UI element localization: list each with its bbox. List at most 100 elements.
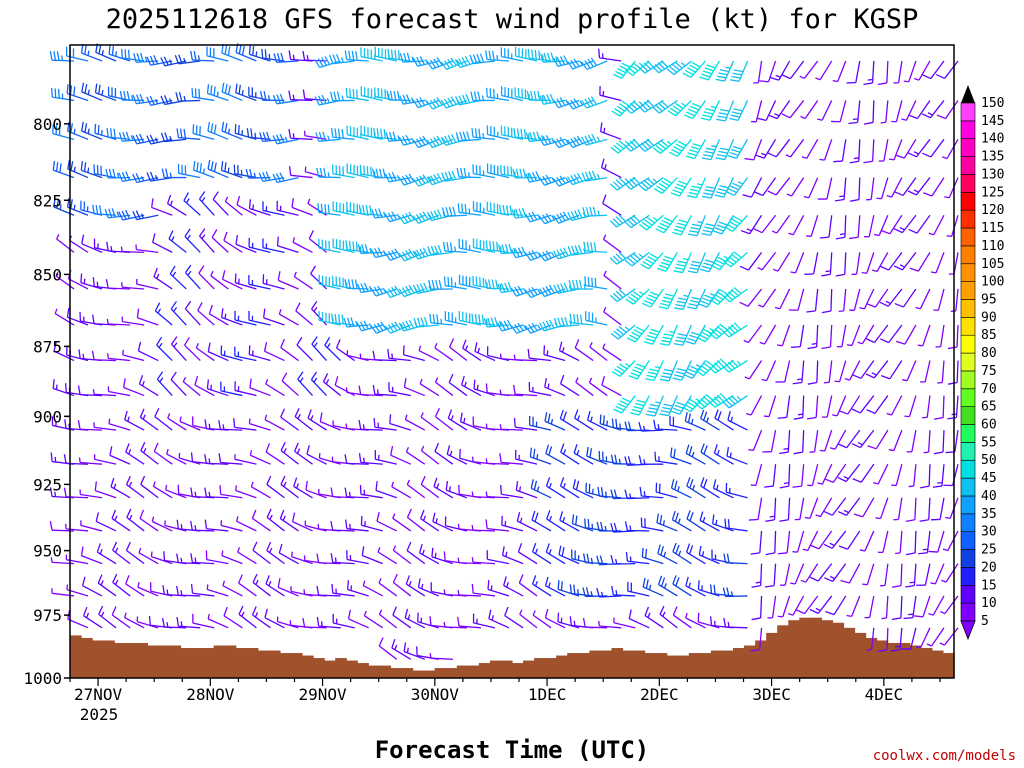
wind-barb [220,381,243,397]
wind-barb [517,543,538,565]
colorbar-label: 70 [981,382,997,397]
wind-barb [132,173,159,184]
wind-barb [179,416,201,431]
wind-barb [799,60,819,80]
colorbar-label: 25 [981,543,997,558]
wind-barb [862,563,875,586]
wind-barb [630,395,650,416]
wind-barb [162,585,187,597]
terrain-column [545,658,557,678]
wind-barb [457,557,481,565]
terrain-column [500,660,513,678]
wind-barb [513,128,538,140]
wind-barb [346,125,369,140]
wind-barb [291,551,313,565]
terrain-column [368,665,380,678]
wind-barb [599,414,622,431]
wind-barb [916,563,931,586]
wind-barb [331,313,355,326]
terrain-column [456,665,469,678]
wind-barb [936,100,959,120]
wind-barb [712,214,735,235]
wind-barb [471,313,496,326]
wind-barb [362,580,384,597]
wind-barb [721,359,748,373]
terrain-column [81,637,93,678]
wind-barb [457,203,482,216]
wind-barb [625,551,650,565]
wind-barb [568,279,594,290]
wind-barb [743,324,763,344]
wind-barb [917,324,931,347]
wind-barb [793,395,805,420]
colorbar-label: 65 [981,400,997,415]
terrain-column [70,635,82,678]
colorbar-label: 90 [981,310,997,325]
wind-barb [538,284,566,298]
wind-barb [330,520,355,532]
terrain-column [931,650,944,678]
wind-barb [97,574,117,597]
x-axis: 27NOV 28NOV 29NOV 30NOV 1DEC 2DEC 3DEC 4DEC [69,678,941,704]
wind-barb [434,342,454,362]
wind-barb [412,282,439,295]
colorbar-swatch [960,406,976,425]
wind-barb [729,100,749,121]
wind-barb [220,345,243,362]
wind-barb [118,171,145,182]
wind-barb [125,541,145,565]
terrain-column [478,663,491,678]
colorbar-label: 45 [981,471,997,486]
wind-barb [345,87,369,102]
terrain-column [467,665,480,678]
wind-barb [727,411,748,431]
wind-barb [655,214,678,234]
wind-barb [294,408,313,431]
wind-barb [347,580,369,597]
terrain-column [644,653,657,678]
wind-barb [248,45,271,62]
terrain-column [942,653,955,678]
colorbar-swatch [960,477,976,497]
wind-barb [238,574,257,597]
wind-barb [670,395,692,415]
wind-barb [795,595,819,615]
wind-barb [751,100,763,123]
wind-barb [859,288,875,310]
wind-barb [360,515,383,532]
wind-barb [332,201,355,216]
wind-barb [160,95,187,106]
wind-barb [531,575,552,597]
wind-barb [529,447,552,465]
wind-barb [109,446,131,465]
wind-barb [499,453,524,465]
wind-barb [497,243,524,255]
terrain-column [799,617,811,678]
wind-barb [174,54,201,65]
wind-barb [378,609,398,629]
terrain-column [821,620,834,678]
wind-barb [80,273,103,290]
wind-barb [613,395,636,414]
wind-barb [105,168,131,179]
wind-barb [500,484,524,499]
wind-barb [701,139,721,161]
wind-barb [866,395,889,414]
colorbar-swatch [960,334,976,354]
wind-barb [472,201,496,216]
wind-barb [567,98,594,110]
wind-barb [405,575,426,597]
wind-barb [258,171,285,183]
wind-barb [767,138,791,158]
wind-barb [846,595,861,618]
wind-barb [118,209,145,221]
wind-barb [94,481,117,499]
wind-barb [928,595,945,616]
plot-frame [69,44,955,679]
colorbar-swatch [960,424,976,443]
wind-barb [192,160,215,179]
wind-barb [359,164,383,179]
wind-barb [440,96,468,109]
wind-barb [472,613,496,629]
wind-barb [687,215,707,237]
